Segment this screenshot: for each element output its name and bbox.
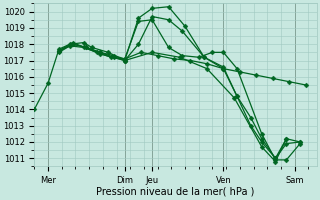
X-axis label: Pression niveau de la mer( hPa ): Pression niveau de la mer( hPa ) (96, 187, 255, 197)
